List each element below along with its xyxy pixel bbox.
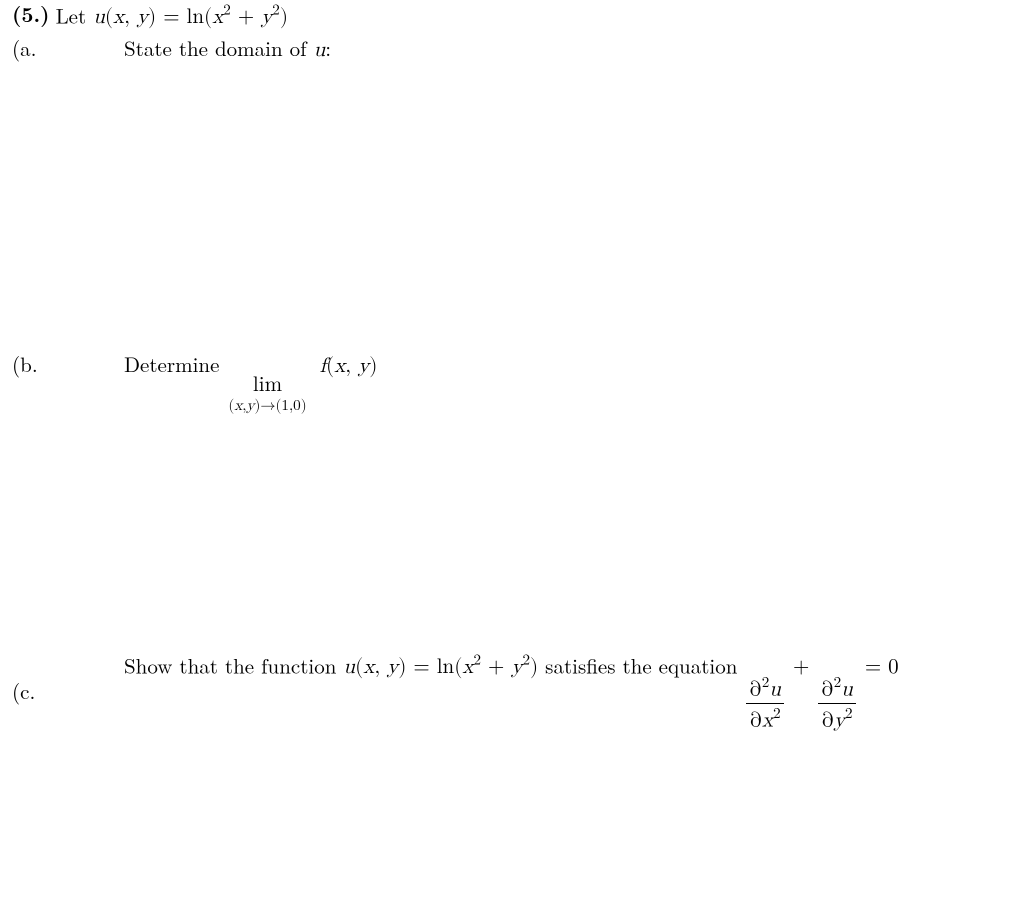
part-b-label-col: (b.	[12, 350, 124, 379]
den1: ∂x2	[747, 706, 784, 732]
part-c-label-col: (c.	[12, 677, 124, 706]
c-ln: ln	[437, 657, 455, 678]
exp-2b: 2	[272, 3, 280, 18]
part-b-content: Determine lim (x,y)→(1,0) f(x, y)	[124, 350, 377, 413]
part-c-text-2: satisfies the equation	[538, 650, 744, 680]
args-close: )	[148, 7, 156, 28]
p2b: ∂	[822, 711, 834, 732]
problem-number-text: (5.)	[12, 0, 50, 29]
u-arrow: →	[260, 398, 275, 413]
d2u-dx2: ∂2u ∂x2	[746, 675, 784, 733]
x1: x	[762, 711, 773, 732]
u-def-math: u(x, y) = ln(x2 + y2)	[93, 7, 288, 28]
lap-eq: =	[858, 657, 888, 678]
c-x2e: 2	[473, 653, 481, 668]
f-open: (	[326, 356, 334, 377]
part-a-text-before: State the domain of	[124, 33, 314, 63]
laplace-eqn: ∂2u ∂x2 + ∂2u ∂y2 = 0	[744, 657, 898, 678]
f-y: y	[358, 356, 369, 377]
y: y	[261, 7, 272, 28]
part-a-label: (a.	[12, 33, 37, 63]
c-y2b: y	[511, 657, 522, 678]
c-sep: ,	[374, 657, 387, 678]
num1: ∂2u	[746, 675, 784, 701]
lim-word: lim	[253, 375, 282, 396]
func-name: u	[93, 7, 105, 28]
f-sep: ,	[345, 356, 358, 377]
body-close: )	[280, 7, 288, 28]
c-x2b: x	[462, 657, 473, 678]
part-a-var: u	[314, 40, 326, 61]
problem-number: (5.)	[12, 0, 50, 29]
part-c-row: (c. Show that the function u(x, y) = ln(…	[12, 650, 899, 733]
part-c-text-1: Show that the function	[124, 650, 343, 680]
p1b: ∂	[750, 711, 762, 732]
arg-sep: ,	[124, 7, 137, 28]
part-a-row: (a. State the domain of u:	[12, 34, 331, 65]
arg-y: y	[137, 7, 148, 28]
t-close: )	[301, 398, 307, 413]
ln: ln	[187, 7, 205, 28]
eq: =	[156, 7, 186, 28]
den2: ∂y2	[819, 706, 856, 732]
d2u-dy2: ∂2u ∂y2	[818, 675, 856, 733]
u2: u	[841, 679, 853, 700]
c-open: (	[355, 657, 363, 678]
body-open: (	[204, 7, 212, 28]
c-y2e: 2	[522, 653, 530, 668]
p1: ∂	[749, 679, 761, 700]
cu: u	[343, 657, 355, 678]
part-c-content: Show that the function u(x, y) = ln(x2 +…	[124, 650, 899, 733]
page: (5.) Let u(x, y) = ln(x2 + y2) (a. State…	[0, 0, 1030, 912]
u-def-math-c: u(x, y) = ln(x2 + y2)	[343, 657, 538, 678]
part-b-label: (b.	[12, 349, 38, 379]
problem-header-row: (5.) Let u(x, y) = ln(x2 + y2)	[12, 0, 288, 33]
part-b-text-before: Determine	[124, 349, 226, 379]
problem-statement: Let u(x, y) = ln(x2 + y2)	[56, 0, 288, 33]
part-c-label: (c.	[12, 676, 35, 706]
f-x: x	[334, 356, 345, 377]
c-eq: =	[406, 657, 436, 678]
t-2: 0	[293, 398, 301, 413]
exp-2a: 2	[223, 3, 231, 18]
args-open: (	[105, 7, 113, 28]
num2: ∂2u	[818, 675, 856, 701]
part-a-label-col: (a.	[12, 34, 124, 63]
t-1: 1	[281, 398, 289, 413]
lim-under: (x,y)→(1,0)	[228, 398, 306, 413]
u1: u	[769, 679, 781, 700]
plus: +	[231, 7, 261, 28]
arg-x: x	[113, 7, 124, 28]
bar2	[818, 703, 856, 704]
c-x: x	[363, 657, 374, 678]
e1b: 2	[773, 706, 781, 721]
x: x	[212, 7, 223, 28]
bar1	[746, 703, 784, 704]
c-plus: +	[481, 657, 511, 678]
part-b-row: (b. Determine lim (x,y)→(1,0) f(x, y)	[12, 350, 377, 413]
c-y: y	[387, 657, 398, 678]
p2: ∂	[821, 679, 833, 700]
lap-zero: 0	[888, 657, 899, 678]
limit-expression: lim (x,y)→(1,0) f(x, y)	[226, 356, 377, 377]
y2: y	[834, 711, 845, 732]
f-close: )	[369, 356, 377, 377]
lim-block: lim (x,y)→(1,0)	[228, 375, 306, 413]
lead-in: Let	[56, 0, 94, 30]
part-a-content: State the domain of u:	[124, 34, 331, 65]
e2b: 2	[845, 706, 853, 721]
lap-plus: +	[786, 657, 816, 678]
part-a-text-after: :	[325, 33, 331, 63]
c-bclose: )	[530, 657, 538, 678]
